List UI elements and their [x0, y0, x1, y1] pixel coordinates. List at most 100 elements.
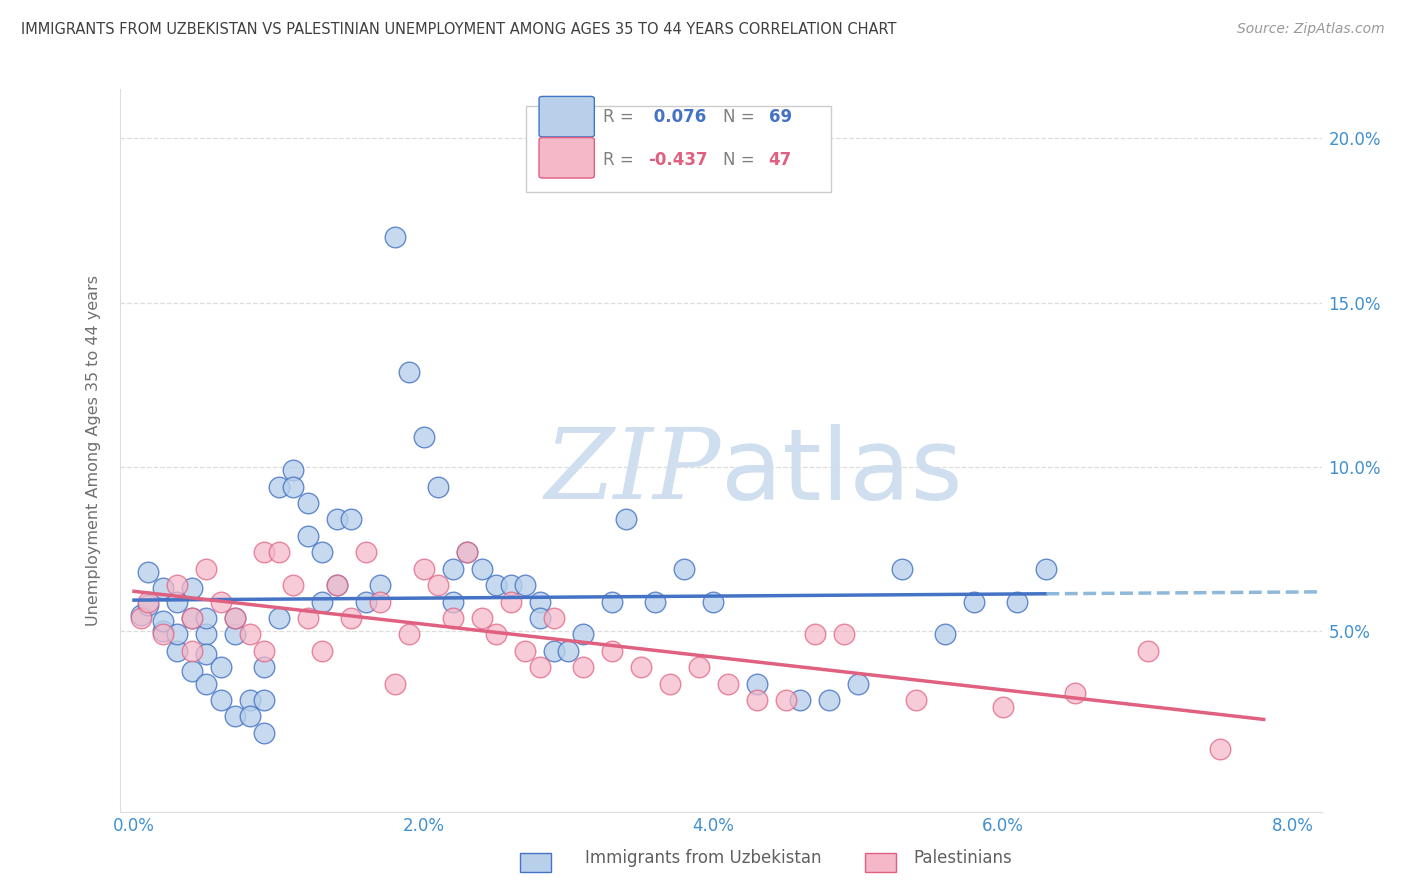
- Text: -0.437: -0.437: [648, 151, 709, 169]
- Point: [529, 594, 551, 608]
- Point: [818, 693, 841, 707]
- Point: [513, 578, 536, 592]
- Point: [658, 676, 681, 690]
- Point: [427, 480, 450, 494]
- Point: [195, 562, 218, 576]
- Point: [384, 230, 406, 244]
- Point: [471, 611, 494, 625]
- Point: [934, 627, 956, 641]
- Point: [354, 594, 377, 608]
- Point: [209, 660, 232, 674]
- Point: [195, 627, 218, 641]
- Text: 69: 69: [769, 108, 792, 126]
- Point: [529, 660, 551, 674]
- Point: [239, 627, 262, 641]
- Text: Immigrants from Uzbekistan: Immigrants from Uzbekistan: [585, 849, 821, 867]
- Point: [340, 512, 363, 526]
- Point: [283, 463, 305, 477]
- Point: [253, 693, 276, 707]
- Point: [129, 607, 152, 622]
- Point: [224, 627, 246, 641]
- Point: [297, 611, 319, 625]
- Point: [384, 676, 406, 690]
- Point: [311, 545, 333, 559]
- Point: [181, 664, 204, 678]
- Point: [717, 676, 740, 690]
- Point: [1209, 742, 1232, 756]
- Point: [441, 562, 464, 576]
- Point: [368, 578, 391, 592]
- Point: [456, 545, 478, 559]
- Point: [398, 627, 420, 641]
- Point: [129, 611, 152, 625]
- Point: [195, 611, 218, 625]
- Point: [499, 578, 522, 592]
- Point: [138, 598, 160, 612]
- Point: [195, 676, 218, 690]
- Point: [572, 660, 595, 674]
- Point: [963, 594, 986, 608]
- Text: 0.076: 0.076: [648, 108, 707, 126]
- Text: Palestinians: Palestinians: [914, 849, 1012, 867]
- Point: [1007, 594, 1029, 608]
- Point: [224, 611, 246, 625]
- Point: [152, 624, 174, 639]
- Point: [195, 647, 218, 661]
- Point: [209, 594, 232, 608]
- Point: [513, 644, 536, 658]
- Point: [572, 627, 595, 641]
- Point: [600, 594, 623, 608]
- Point: [1064, 686, 1087, 700]
- Point: [441, 594, 464, 608]
- Point: [644, 594, 666, 608]
- Point: [209, 693, 232, 707]
- Text: Source: ZipAtlas.com: Source: ZipAtlas.com: [1237, 22, 1385, 37]
- Point: [138, 565, 160, 579]
- Point: [905, 693, 928, 707]
- Point: [311, 594, 333, 608]
- Point: [1035, 562, 1057, 576]
- Point: [152, 614, 174, 628]
- FancyBboxPatch shape: [538, 137, 595, 178]
- Point: [253, 545, 276, 559]
- Point: [745, 676, 768, 690]
- Point: [138, 594, 160, 608]
- Point: [166, 578, 188, 592]
- Point: [283, 480, 305, 494]
- Point: [543, 644, 565, 658]
- Text: atlas: atlas: [720, 424, 962, 521]
- Text: R =: R =: [603, 108, 638, 126]
- Point: [688, 660, 710, 674]
- Point: [267, 611, 290, 625]
- Point: [326, 578, 349, 592]
- Point: [485, 578, 508, 592]
- Point: [398, 365, 420, 379]
- Point: [890, 562, 912, 576]
- Point: [485, 627, 508, 641]
- Text: N =: N =: [723, 108, 759, 126]
- Point: [181, 644, 204, 658]
- Point: [253, 644, 276, 658]
- Text: R =: R =: [603, 151, 638, 169]
- Point: [326, 512, 349, 526]
- Point: [471, 562, 494, 576]
- Point: [600, 644, 623, 658]
- Point: [267, 545, 290, 559]
- Point: [181, 582, 204, 596]
- Point: [166, 644, 188, 658]
- Point: [832, 627, 855, 641]
- Point: [557, 644, 579, 658]
- Point: [267, 480, 290, 494]
- FancyBboxPatch shape: [526, 106, 831, 192]
- Point: [456, 545, 478, 559]
- Point: [152, 627, 174, 641]
- Point: [673, 562, 696, 576]
- Point: [427, 578, 450, 592]
- Point: [181, 611, 204, 625]
- Point: [181, 611, 204, 625]
- Y-axis label: Unemployment Among Ages 35 to 44 years: Unemployment Among Ages 35 to 44 years: [86, 275, 101, 626]
- Point: [253, 726, 276, 740]
- Point: [1136, 644, 1159, 658]
- Point: [354, 545, 377, 559]
- Point: [297, 496, 319, 510]
